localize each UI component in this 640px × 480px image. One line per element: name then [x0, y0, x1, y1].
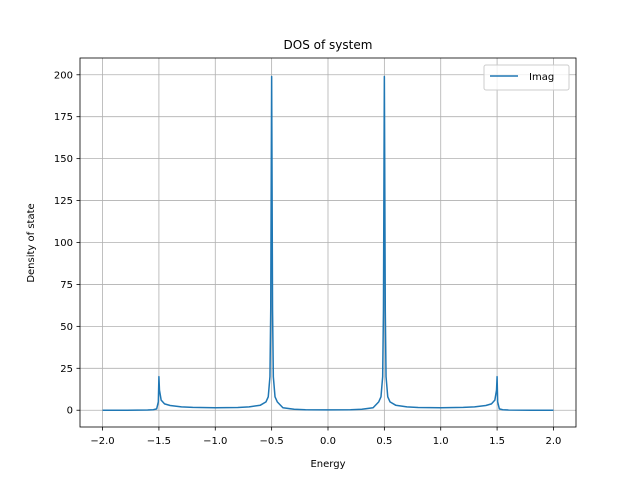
y-axis-ticks: 0 25 50 75 100 125 150 175 200: [54, 70, 80, 417]
y-axis-label: Density of state: [26, 203, 37, 282]
x-tick-label: −2.0: [90, 436, 114, 447]
y-tick-label: 200: [54, 70, 73, 81]
legend-label-imag: Imag: [529, 72, 554, 83]
legend: Imag: [483, 64, 570, 91]
series-layer: [102, 75, 554, 411]
x-tick-label: −0.5: [259, 436, 283, 447]
x-tick-label: 2.0: [546, 436, 562, 447]
y-tick-label: 175: [54, 112, 73, 123]
x-tick-label: −1.5: [147, 436, 171, 447]
y-tick-label: 150: [54, 154, 73, 165]
x-tick-label: −1.0: [203, 436, 227, 447]
x-tick-label: 1.0: [433, 436, 449, 447]
chart-title: DOS of system: [284, 38, 373, 52]
x-tick-label: 0.5: [376, 436, 392, 447]
y-tick-label: 100: [54, 238, 73, 249]
x-axis-label: Energy: [310, 459, 345, 470]
y-tick-label: 50: [60, 322, 73, 333]
y-tick-label: 125: [54, 196, 73, 207]
y-tick-label: 25: [60, 364, 73, 375]
y-tick-label: 75: [60, 280, 73, 291]
legend-box: [483, 64, 570, 91]
x-tick-label: 1.5: [489, 436, 505, 447]
x-axis-ticks: −2.0 −1.5 −1.0 −0.5 0.0 0.5 1.0 1.5 2.0: [90, 427, 561, 447]
x-tick-label: 0.0: [320, 436, 336, 447]
y-tick-label: 0: [67, 406, 73, 417]
series-line-imag: [102, 75, 554, 411]
